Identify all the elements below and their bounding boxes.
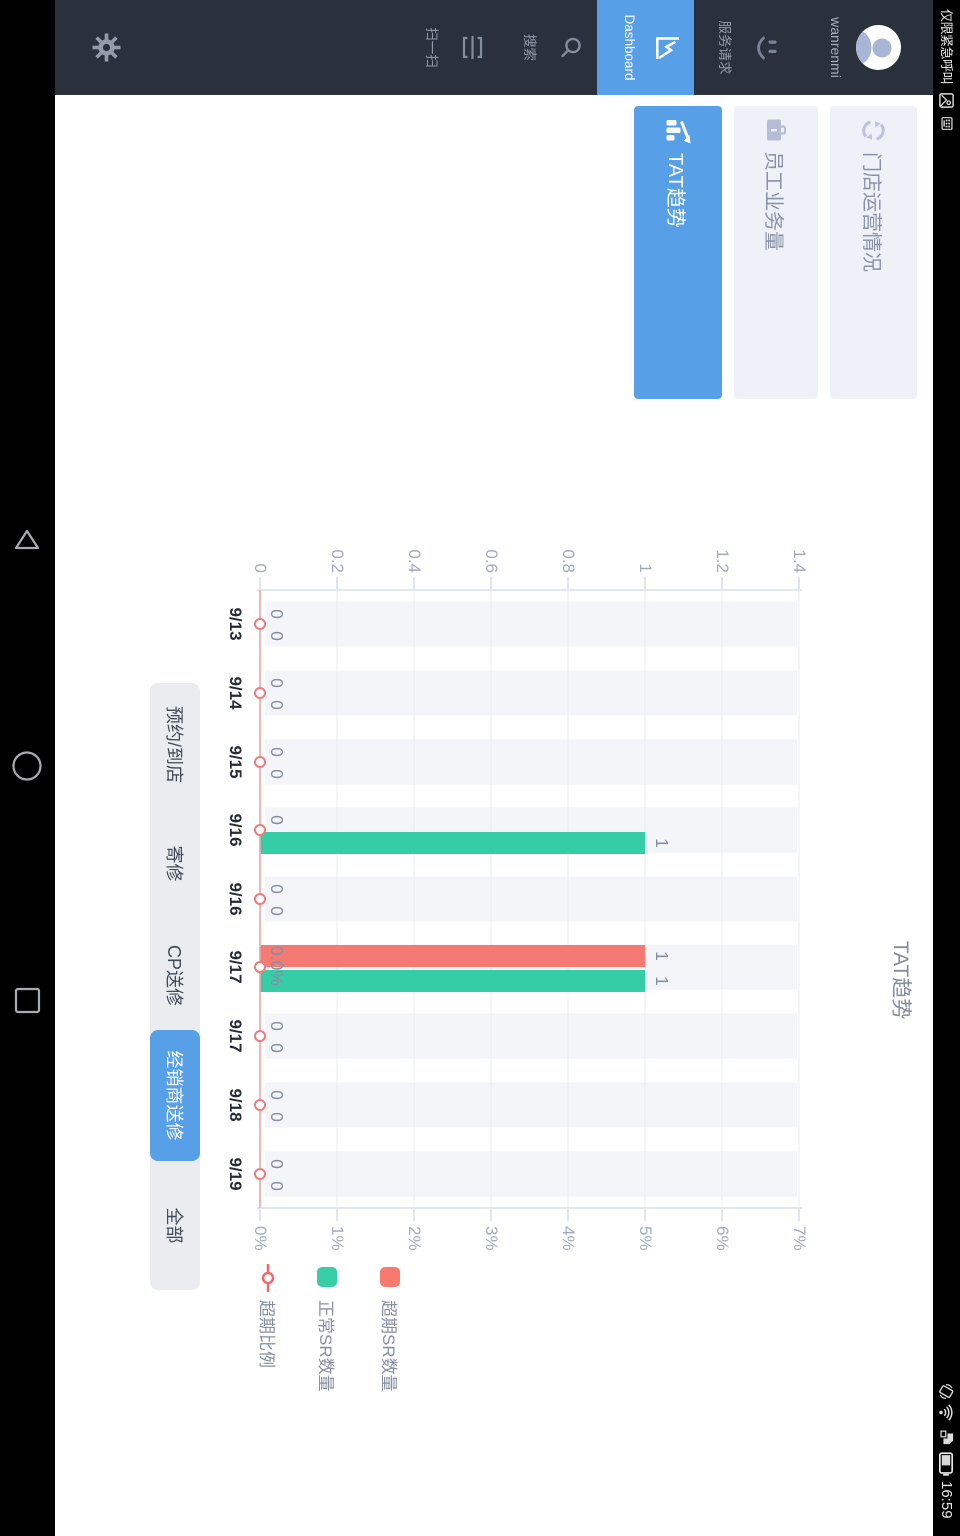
svg-text:9/16: 9/16	[226, 813, 245, 846]
svg-text:0: 0	[267, 747, 287, 757]
svg-text:0.6: 0.6	[482, 549, 501, 573]
svg-text:1: 1	[636, 564, 655, 573]
svg-text:0: 0	[267, 1181, 287, 1191]
svg-text:0: 0	[267, 609, 287, 619]
svg-text:9/17: 9/17	[226, 950, 245, 983]
svg-text:0: 0	[267, 631, 287, 641]
svg-text:1: 1	[652, 951, 672, 961]
svg-text:1%: 1%	[328, 1226, 347, 1251]
svg-text:0: 0	[267, 1090, 287, 1100]
svg-text:1.4: 1.4	[790, 549, 809, 573]
svg-text:0.2: 0.2	[328, 549, 347, 573]
svg-text:0: 0	[267, 678, 287, 688]
svg-text:0: 0	[267, 1043, 287, 1053]
svg-text:TAT趋势: TAT趋势	[889, 941, 912, 1020]
svg-text:0.8: 0.8	[559, 549, 578, 573]
svg-text:1: 1	[652, 976, 672, 986]
svg-text:正常SR数量: 正常SR数量	[316, 1300, 335, 1392]
svg-text:9/19: 9/19	[226, 1157, 245, 1190]
svg-text:3%: 3%	[482, 1226, 501, 1251]
svg-text:9/14: 9/14	[226, 676, 245, 710]
svg-text:0.0%: 0.0%	[267, 946, 287, 986]
svg-text:0.4: 0.4	[405, 549, 424, 573]
svg-text:超期SR数量: 超期SR数量	[379, 1300, 398, 1392]
svg-text:0: 0	[267, 815, 287, 825]
svg-text:1: 1	[652, 838, 672, 848]
svg-text:0: 0	[267, 906, 287, 916]
svg-text:9/16: 9/16	[226, 882, 245, 915]
svg-text:0: 0	[267, 769, 287, 779]
svg-text:6%: 6%	[713, 1226, 732, 1251]
svg-text:2%: 2%	[405, 1226, 424, 1251]
svg-text:7%: 7%	[790, 1226, 809, 1251]
svg-text:0%: 0%	[251, 1226, 270, 1251]
svg-text:0: 0	[267, 1159, 287, 1169]
svg-text:超期比例: 超期比例	[257, 1300, 276, 1368]
svg-text:0: 0	[267, 1112, 287, 1122]
svg-text:0: 0	[251, 564, 270, 573]
svg-text:9/13: 9/13	[226, 607, 245, 640]
svg-text:1.2: 1.2	[713, 549, 732, 573]
svg-text:0: 0	[267, 1021, 287, 1031]
svg-text:9/18: 9/18	[226, 1088, 245, 1121]
svg-text:0: 0	[267, 700, 287, 710]
svg-text:4%: 4%	[559, 1226, 578, 1251]
svg-text:9/17: 9/17	[226, 1019, 245, 1052]
svg-text:5%: 5%	[636, 1226, 655, 1251]
svg-text:9/15: 9/15	[226, 745, 245, 778]
svg-text:0: 0	[267, 884, 287, 894]
